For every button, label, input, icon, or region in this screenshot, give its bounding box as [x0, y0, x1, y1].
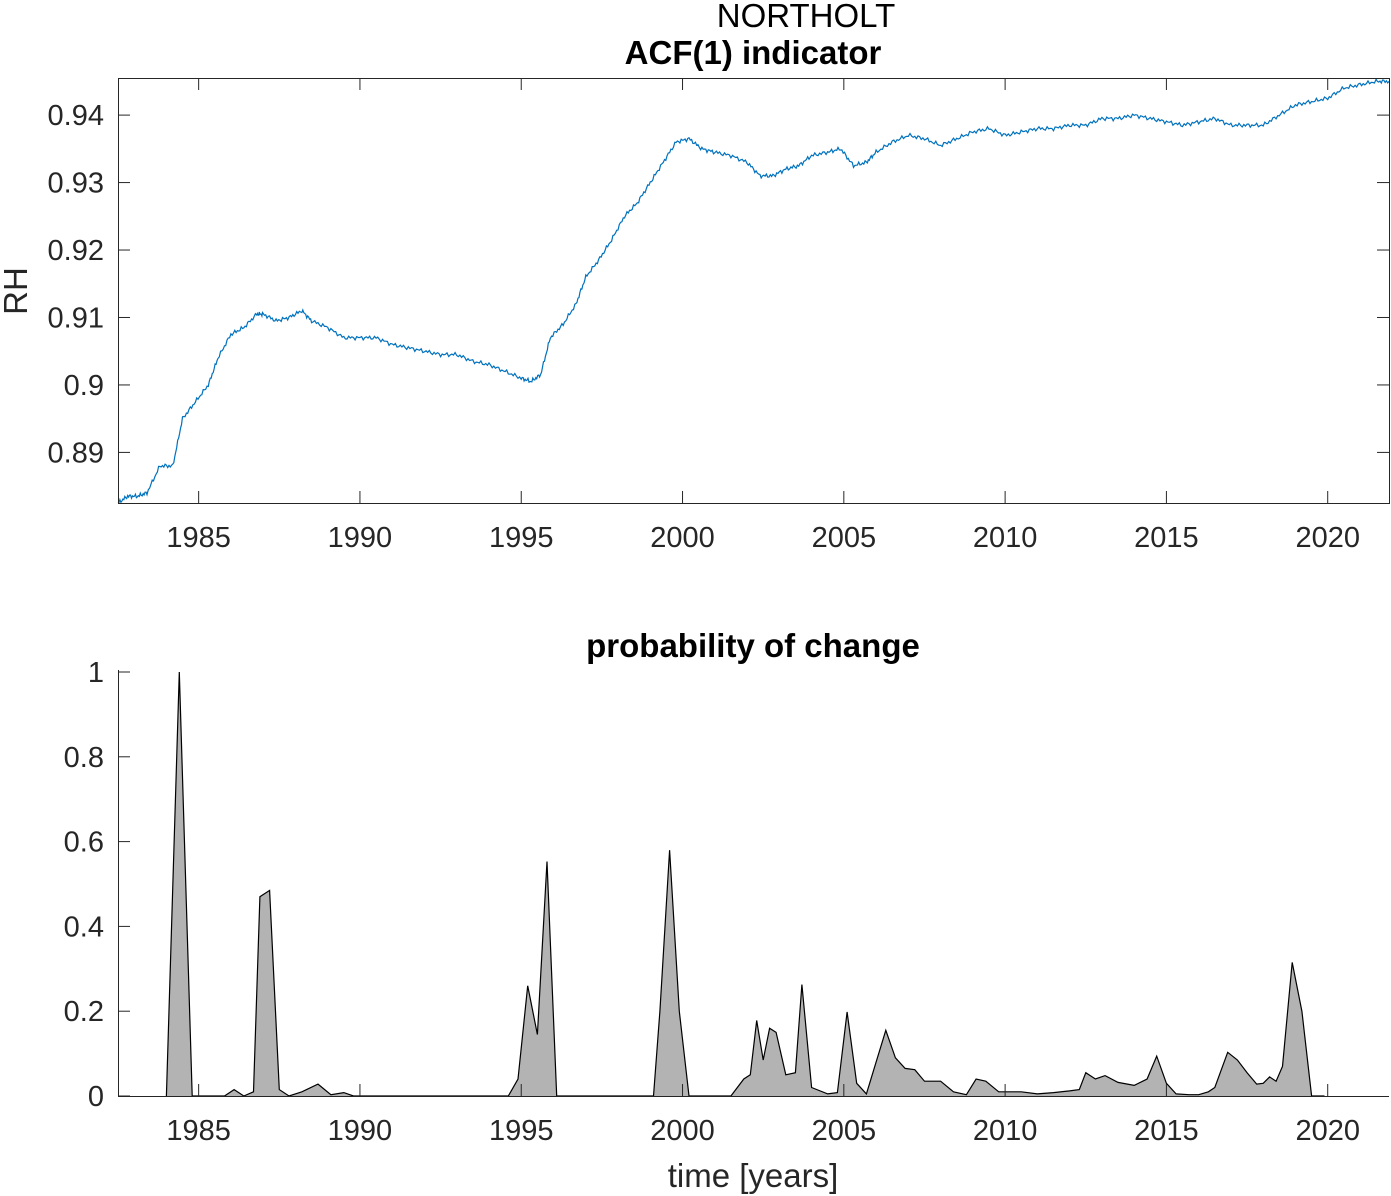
- acf-axes-box: [118, 78, 1390, 504]
- probability-ytick-label: 0.4: [64, 911, 104, 943]
- probability-ytick-label: 0.8: [64, 742, 104, 774]
- acf-ytick-label: 0.94: [48, 100, 104, 132]
- probability-axes: probability of change time [years] 1985 1…: [64, 627, 1389, 1194]
- acf-ytick-label: 0.91: [48, 302, 104, 334]
- probability-ytick-label: 0.6: [64, 827, 104, 859]
- acf-xtick-label: 2000: [650, 522, 715, 554]
- probability-ytick-label: 0.2: [64, 996, 104, 1028]
- probability-ytick-label: 0: [88, 1081, 104, 1113]
- acf-ticks: 1985 1990 1995 2000 2005 2010 2015 2020 0.89 0.9 0…: [48, 78, 1389, 554]
- probability-plot-area: [165, 671, 1325, 1097]
- acf-xtick-label: 2020: [1295, 522, 1360, 554]
- acf-plot-area: [117, 77, 1390, 504]
- probability-xtick-label: 2020: [1295, 1115, 1360, 1147]
- acf-axes: ACF(1) indicator RH 1985 1990 1995 2000 2005…: [0, 34, 1390, 554]
- acf-xtick-label: 1990: [328, 522, 393, 554]
- probability-xtick-label: 1995: [489, 1115, 554, 1147]
- acf-xtick-label: 2005: [812, 522, 877, 554]
- acf-xtick-label: 1995: [489, 522, 554, 554]
- acf-xtick-label: 2010: [973, 522, 1038, 554]
- probability-title: probability of change: [586, 627, 920, 664]
- acf-ytick-label: 0.93: [48, 168, 104, 200]
- acf-series-line: [117, 77, 1390, 504]
- probability-xtick-label: 2015: [1134, 1115, 1199, 1147]
- probability-xtick-label: 1985: [166, 1115, 231, 1147]
- acf-title: ACF(1) indicator: [625, 34, 882, 71]
- acf-ylabel: RH: [0, 267, 34, 315]
- probability-ytick-label: 1: [88, 657, 104, 689]
- acf-xtick-label: 1985: [166, 522, 231, 554]
- probability-ticks: 1985 1990 1995 2000 2005 2010 2015 2020 0 0.2 0.4 0…: [64, 657, 1389, 1147]
- acf-xtick-label: 2015: [1134, 522, 1199, 554]
- probability-area-fill: [166, 672, 1325, 1096]
- figure-suptitle: NORTHOLT: [717, 0, 895, 34]
- acf-ytick-label: 0.89: [48, 437, 104, 469]
- probability-xtick-label: 2000: [650, 1115, 715, 1147]
- acf-ytick-label: 0.9: [64, 370, 104, 402]
- probability-xtick-label: 2005: [812, 1115, 877, 1147]
- probability-xtick-label: 2010: [973, 1115, 1038, 1147]
- probability-xtick-label: 1990: [328, 1115, 393, 1147]
- probability-area-edge: [165, 671, 1325, 1097]
- acf-ytick-label: 0.92: [48, 235, 104, 267]
- probability-xlabel: time [years]: [668, 1157, 839, 1194]
